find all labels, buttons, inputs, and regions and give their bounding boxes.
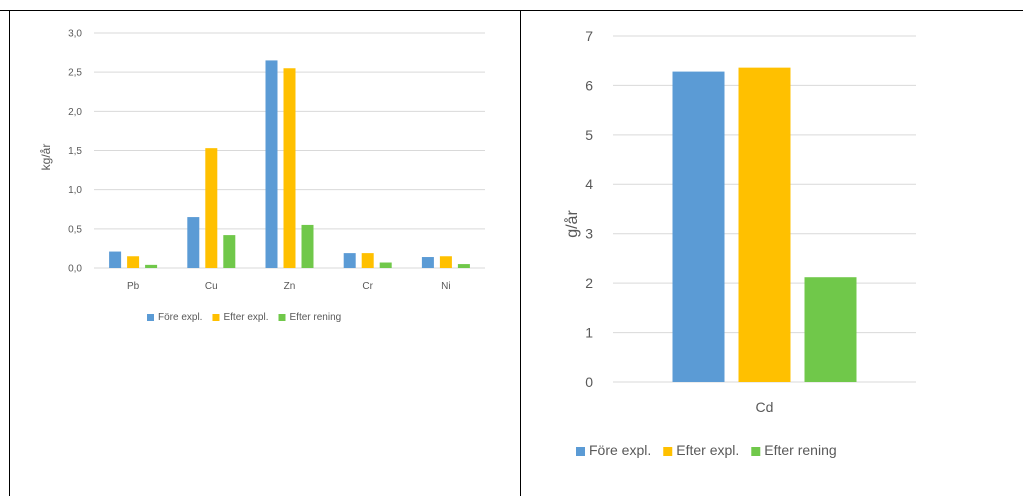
y-tick-label: 1,0 (68, 185, 82, 196)
legend-swatch (663, 447, 673, 456)
legend-swatch (751, 447, 761, 456)
legend-swatch (576, 447, 585, 456)
legend-label: Före expl. (589, 442, 651, 458)
legend-swatch (278, 314, 286, 321)
x-tick-label: Cu (205, 281, 218, 292)
bar-cd-series-2 (738, 67, 791, 383)
bar-pb-series-1 (109, 251, 122, 268)
y-tick-label: 0 (585, 374, 593, 390)
legend-label: Efter rening (290, 312, 342, 323)
x-tick-label: Cd (756, 399, 774, 415)
y-tick-label: 2,5 (68, 68, 82, 79)
y-axis-label: g/år (563, 210, 581, 238)
bar-cu-series-3 (223, 235, 236, 268)
y-tick-label: 6 (585, 77, 593, 93)
x-tick-label: Ni (441, 281, 450, 292)
bar-zn-series-1 (265, 60, 278, 268)
bar-ni-series-1 (421, 257, 434, 268)
y-axis-label: kg/år (39, 144, 53, 171)
y-tick-label: 0,5 (68, 224, 82, 235)
table-border-top (0, 10, 1023, 11)
cadmium-bar-chart: 0 1 2 3 4 5 6 7 Cd g/år Före expl. Efter expl. Ef… (563, 28, 916, 458)
y-tick-label: 3,0 (68, 29, 82, 40)
bar-zn-series-2 (283, 68, 296, 268)
table-border-left (9, 10, 10, 496)
y-tick-label: 1,5 (68, 146, 82, 157)
legend-swatch (212, 314, 220, 321)
bar-ni-series-3 (457, 264, 470, 268)
y-tick-label: 4 (585, 176, 593, 192)
bar-cu-series-1 (187, 217, 200, 268)
x-tick-label: Cr (362, 281, 373, 292)
y-tick-label: 2 (585, 275, 593, 291)
bar-cr-series-3 (379, 262, 392, 268)
bar-cr-series-1 (343, 253, 356, 268)
legend-swatch (147, 314, 154, 321)
y-tick-label: 2,0 (68, 107, 82, 118)
bar-cu-series-2 (205, 148, 218, 268)
y-tick-label: 3 (585, 226, 593, 242)
y-tick-label: 0,0 (68, 264, 82, 275)
bar-cd-series-1 (672, 71, 725, 383)
legend-label: Före expl. (158, 312, 202, 323)
y-tick-label: 7 (585, 28, 593, 44)
bar-cr-series-2 (361, 253, 374, 268)
legend-label: Efter expl. (223, 312, 268, 323)
x-tick-label: Zn (284, 281, 296, 292)
bar-ni-series-2 (439, 256, 452, 268)
y-tick-label: 1 (585, 324, 593, 340)
table-border-middle (520, 10, 521, 496)
metals-bar-chart: 0,0 0,5 1,0 1,5 2,0 2,5 3,0 Pb Cu Zn Cr Ni kg/år F… (39, 29, 485, 323)
bar-pb-series-2 (127, 256, 140, 268)
legend-label: Efter expl. (676, 442, 739, 458)
x-tick-label: Pb (127, 281, 140, 292)
bar-pb-series-3 (145, 264, 158, 268)
y-tick-label: 5 (585, 127, 593, 143)
legend-label: Efter rening (764, 442, 836, 458)
bar-zn-series-3 (301, 224, 314, 268)
bar-cd-series-3 (804, 277, 857, 382)
